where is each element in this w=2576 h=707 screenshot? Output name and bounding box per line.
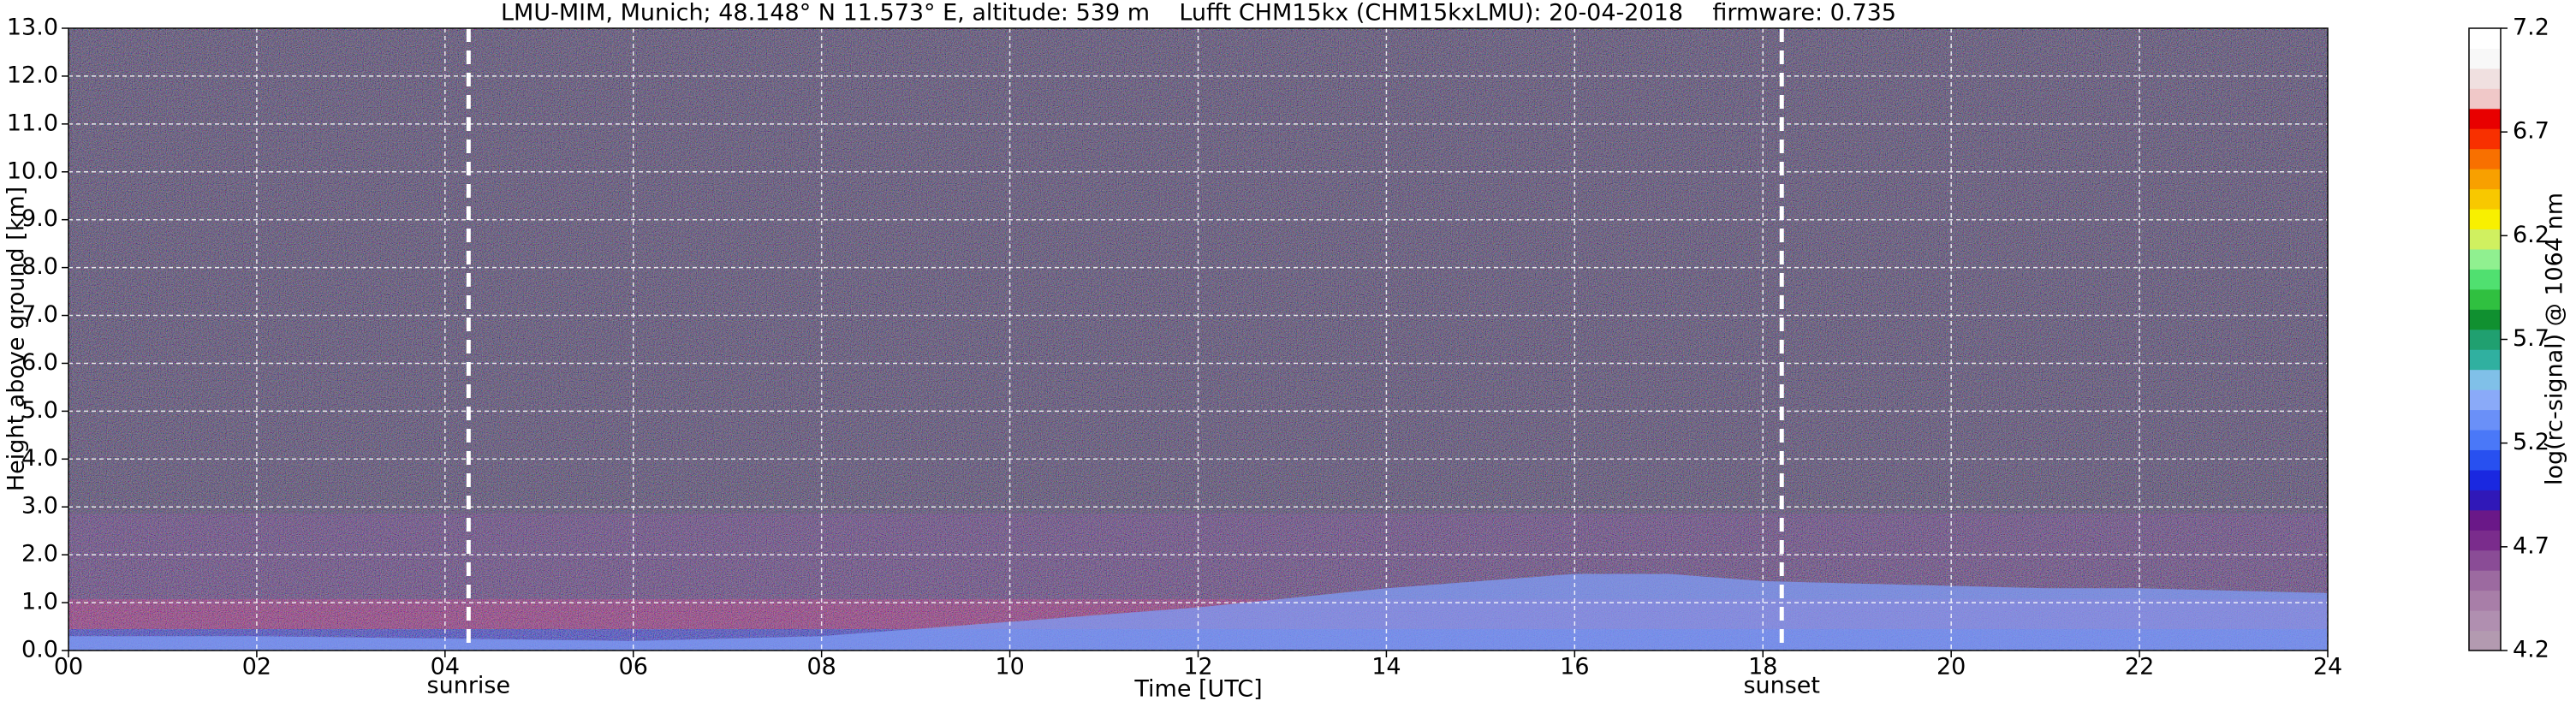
colorbar-swatch bbox=[2469, 490, 2501, 511]
annotation-label: sunset bbox=[1743, 673, 1820, 699]
colorbar-swatch bbox=[2469, 148, 2501, 169]
y-tick-label: 1.0 bbox=[21, 589, 58, 615]
colorbar-swatch bbox=[2469, 229, 2501, 250]
colorbar-swatch bbox=[2469, 248, 2501, 270]
colorbar-swatch bbox=[2469, 128, 2501, 150]
x-tick-label: 12 bbox=[1183, 654, 1212, 680]
colorbar-swatch bbox=[2469, 590, 2501, 611]
colorbar-swatch bbox=[2469, 570, 2501, 591]
y-tick-label: 5.0 bbox=[21, 397, 58, 424]
colorbar-swatch bbox=[2469, 209, 2501, 230]
colorbar-swatch bbox=[2469, 449, 2501, 471]
y-tick-label: 6.0 bbox=[21, 349, 58, 376]
x-tick-label: 00 bbox=[54, 654, 83, 680]
colorbar-tick-label: 4.7 bbox=[2513, 532, 2549, 559]
colorbar-label: log(rc-signal) @ 1064 nm bbox=[2542, 193, 2568, 485]
x-tick-label: 24 bbox=[2313, 654, 2342, 680]
colorbar-swatch bbox=[2469, 469, 2501, 490]
plot-area bbox=[68, 28, 2328, 651]
colorbar-tick-label: 7.2 bbox=[2513, 15, 2549, 41]
colorbar-swatch bbox=[2469, 610, 2501, 632]
colorbar-swatch bbox=[2469, 369, 2501, 390]
y-tick-label: 9.0 bbox=[21, 205, 58, 232]
colorbar-swatch bbox=[2469, 509, 2501, 531]
colorbar-swatch bbox=[2469, 550, 2501, 571]
x-tick-label: 14 bbox=[1371, 654, 1401, 680]
x-tick-label: 10 bbox=[995, 654, 1024, 680]
colorbar-swatch bbox=[2469, 269, 2501, 290]
x-tick-label: 22 bbox=[2125, 654, 2154, 680]
colorbar-swatch bbox=[2469, 409, 2501, 431]
colorbar-swatch bbox=[2469, 389, 2501, 411]
annotation-label: sunrise bbox=[427, 673, 511, 699]
colorbar-swatch bbox=[2469, 288, 2501, 310]
y-tick-label: 7.0 bbox=[21, 301, 58, 328]
y-axis-label: Height above ground [km] bbox=[3, 187, 30, 491]
x-tick-label: 18 bbox=[1748, 654, 1777, 680]
colorbar-tick-label: 6.2 bbox=[2513, 222, 2549, 248]
x-tick-label: 20 bbox=[1936, 654, 1966, 680]
colorbar-tick-label: 6.7 bbox=[2513, 118, 2549, 145]
colorbar-swatch bbox=[2469, 108, 2501, 129]
y-tick-label: 2.0 bbox=[21, 541, 58, 567]
x-tick-label: 02 bbox=[242, 654, 271, 680]
colorbar-swatch bbox=[2469, 430, 2501, 450]
colorbar-swatch bbox=[2469, 630, 2501, 651]
y-tick-label: 12.0 bbox=[7, 62, 58, 88]
y-tick-label: 11.0 bbox=[7, 110, 58, 136]
colorbar-tick-label: 5.7 bbox=[2513, 325, 2549, 352]
x-tick-label: 08 bbox=[806, 654, 836, 680]
colorbar-swatch bbox=[2469, 349, 2501, 371]
colorbar-swatch bbox=[2469, 329, 2501, 350]
colorbar-swatch bbox=[2469, 28, 2501, 49]
y-tick-label: 10.0 bbox=[7, 157, 58, 184]
colorbar-swatch bbox=[2469, 309, 2501, 330]
colorbar-swatch bbox=[2469, 68, 2501, 89]
colorbar-swatch bbox=[2469, 530, 2501, 551]
colorbar-swatch bbox=[2469, 48, 2501, 69]
y-tick-label: 4.0 bbox=[21, 445, 58, 472]
x-tick-label: 06 bbox=[619, 654, 648, 680]
colorbar-swatch bbox=[2469, 188, 2501, 210]
y-tick-label: 3.0 bbox=[21, 493, 58, 520]
y-tick-label: 8.0 bbox=[21, 253, 58, 280]
colorbar-swatch bbox=[2469, 169, 2501, 190]
colorbar-swatch bbox=[2469, 88, 2501, 110]
colorbar-tick-label: 4.2 bbox=[2513, 637, 2549, 663]
x-tick-label: 04 bbox=[431, 654, 460, 680]
y-tick-label: 13.0 bbox=[7, 15, 58, 41]
y-tick-label: 0.0 bbox=[21, 637, 58, 663]
x-tick-label: 16 bbox=[1560, 654, 1589, 680]
x-axis-label: Time [UTC] bbox=[1133, 676, 1262, 703]
chart-title: LMU-MIM, Munich; 48.148° N 11.573° E, al… bbox=[501, 0, 1896, 27]
colorbar-tick-label: 5.2 bbox=[2513, 429, 2549, 455]
